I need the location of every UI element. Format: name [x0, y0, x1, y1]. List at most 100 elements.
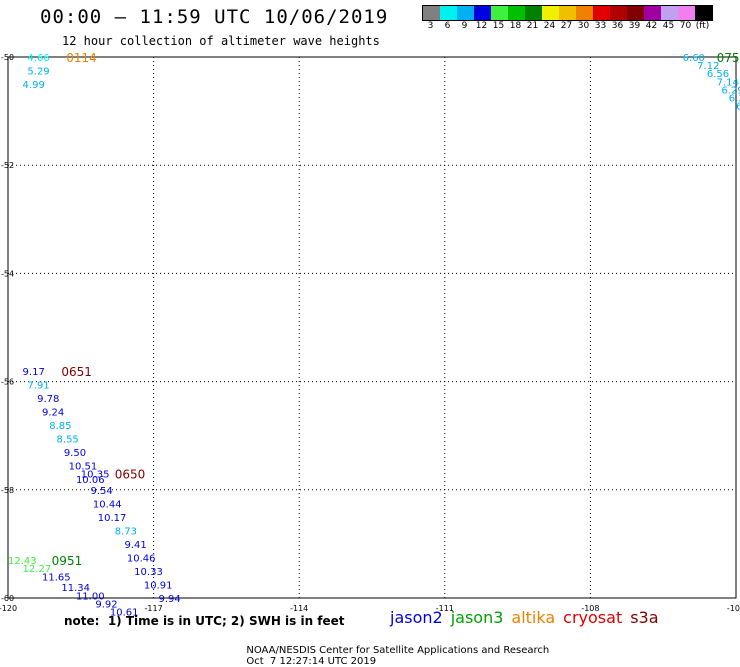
wave-height-value: 9.94 — [158, 594, 180, 605]
legend-label: 36 — [611, 21, 624, 31]
wave-height-value: 12.43 — [8, 556, 37, 567]
track-time-label: 0951 — [52, 554, 83, 568]
legend-swatch — [508, 6, 525, 20]
legend-swatch — [695, 6, 712, 20]
wave-height-value: 10.35 — [81, 470, 110, 481]
lon-tick-label: -111 — [436, 604, 454, 613]
wave-height-value: 10.33 — [134, 567, 163, 578]
legend-swatch — [559, 6, 576, 20]
legend-swatch — [474, 6, 491, 20]
wave-height-value: 6.56 — [707, 69, 729, 80]
wave-height-value: 8.55 — [57, 434, 79, 445]
wave-height-value: 8.73 — [115, 526, 137, 537]
wave-height-value: 11.65 — [42, 572, 71, 583]
wave-height-map: -120 -117 -114 -111 -108 -105 -50 -52 -54 -56 -58 -… — [0, 51, 740, 619]
wave-height-value: 10.17 — [98, 513, 127, 524]
wave-height-value: 4.99 — [23, 80, 45, 91]
legend-label: 39 — [628, 21, 641, 31]
legend-swatch — [440, 6, 457, 20]
wave-height-value: 6.60 — [683, 53, 705, 64]
satellite-legend-cryosat: cryosat — [563, 608, 623, 627]
credit-time: Oct 7 12:27:14 UTC 2019 — [246, 656, 377, 667]
legend-label: 33 — [594, 21, 607, 31]
wave-height-value: 11.00 — [76, 591, 105, 602]
map-frame — [7, 56, 737, 599]
lat-tick-label: -54 — [1, 269, 14, 278]
wave-height-value: 10.91 — [144, 580, 173, 591]
wave-height-value: 6.53 — [736, 102, 740, 113]
legend-swatch — [457, 6, 474, 20]
legend-label: 30 — [577, 21, 590, 31]
legend-swatch — [627, 6, 644, 20]
axis-ticks: -120 -117 -114 -111 -108 -105 -50 -52 -54 -56 -58 -… — [0, 53, 740, 613]
legend-swatch — [491, 6, 508, 20]
legend-label: 3 — [427, 21, 434, 31]
lat-tick-label: -52 — [1, 161, 14, 170]
credit-org: NOAA/NESDIS Center for Satellite Applica… — [246, 645, 550, 656]
legend-label: 15 — [492, 21, 505, 31]
legend-swatch — [542, 6, 559, 20]
legend-swatch — [678, 6, 695, 20]
color-scale-labels: 3 6 9 12 15 18 21 24 27 30 33 36 39 42 45 70 (ft) — [422, 21, 711, 31]
legend-swatch — [593, 6, 610, 20]
legend-label: 27 — [560, 21, 573, 31]
legend-label: 21 — [526, 21, 539, 31]
track-time-label: 0755 — [717, 51, 740, 65]
wave-height-value: 10.46 — [127, 553, 156, 564]
legend-label: 6 — [444, 21, 451, 31]
legend-swatch — [525, 6, 542, 20]
wave-height-value: 9.41 — [124, 540, 146, 551]
satellite-legend-altika: altika — [511, 608, 556, 627]
wave-height-value: 7.14 — [717, 77, 739, 88]
map-grid — [7, 56, 737, 599]
lon-tick-label: -114 — [290, 604, 308, 613]
wave-height-value: 7.91 — [27, 380, 49, 391]
lat-tick-label: -60 — [1, 594, 14, 603]
track-time-label: 0114 — [66, 51, 97, 65]
track-time-labels: 0114 0755 0651 0650 0951 — [52, 51, 740, 568]
legend-swatch — [423, 6, 440, 20]
legend-label: 42 — [645, 21, 658, 31]
legend-swatch — [661, 6, 678, 20]
wave-height-value: 5.29 — [27, 67, 49, 78]
wave-height-value: 6.36 — [729, 94, 740, 105]
lon-tick-label: -108 — [581, 604, 599, 613]
wave-height-value: 8.85 — [49, 421, 71, 432]
wave-height-value: 12.27 — [23, 564, 52, 575]
legend-label: 9 — [461, 21, 468, 31]
legend-label: 24 — [543, 21, 556, 31]
footnote: note: 1) Time is in UTC; 2) SWH is in fe… — [64, 614, 345, 628]
wave-height-value: 9.24 — [42, 407, 64, 418]
wave-height-value: 9.54 — [91, 486, 113, 497]
wave-height-value: 11.34 — [61, 583, 90, 594]
legend-swatch — [610, 6, 627, 20]
legend-label: 12 — [475, 21, 488, 31]
wave-height-value: 9.78 — [37, 394, 59, 405]
wave-height-value: 10.44 — [93, 499, 122, 510]
wave-height-value: 4.66 — [27, 53, 49, 64]
lat-tick-label: -58 — [1, 486, 14, 495]
wave-height-value: 10.06 — [76, 475, 105, 486]
page-subtitle: 12 hour collection of altimeter wave hei… — [62, 34, 380, 48]
lon-tick-label: -120 — [0, 604, 17, 613]
legend-label: 18 — [509, 21, 522, 31]
legend-swatch — [644, 6, 661, 20]
satellite-legend-s3a: s3a — [630, 608, 659, 627]
wave-height-value: 9.50 — [64, 448, 86, 459]
track-time-label: 0650 — [115, 468, 146, 482]
wave-height-value: 6.29 — [721, 85, 740, 96]
legend-label: 70 — [679, 21, 692, 31]
lon-tick-label: -117 — [145, 604, 163, 613]
wave-height-values: 4.66 5.29 4.99 6.607.126.567.146.296.366.53… — [8, 53, 740, 619]
page-title: 00:00 – 11:59 UTC 10/06/2019 — [40, 6, 389, 28]
wave-height-value: 9.17 — [23, 367, 45, 378]
wave-height-value: 7.12 — [697, 61, 719, 72]
satellite-legend-jason3: jason3 — [450, 608, 504, 627]
legend-label: 45 — [662, 21, 675, 31]
lat-tick-label: -56 — [1, 378, 14, 387]
satellite-legend: jason2 jason3 altika cryosat s3a — [390, 608, 667, 627]
track-time-label: 0651 — [61, 365, 92, 379]
lon-tick-label: -105 — [727, 604, 740, 613]
wave-height-value: 10.61 — [110, 608, 139, 619]
wave-height-value: 10.51 — [69, 461, 98, 472]
